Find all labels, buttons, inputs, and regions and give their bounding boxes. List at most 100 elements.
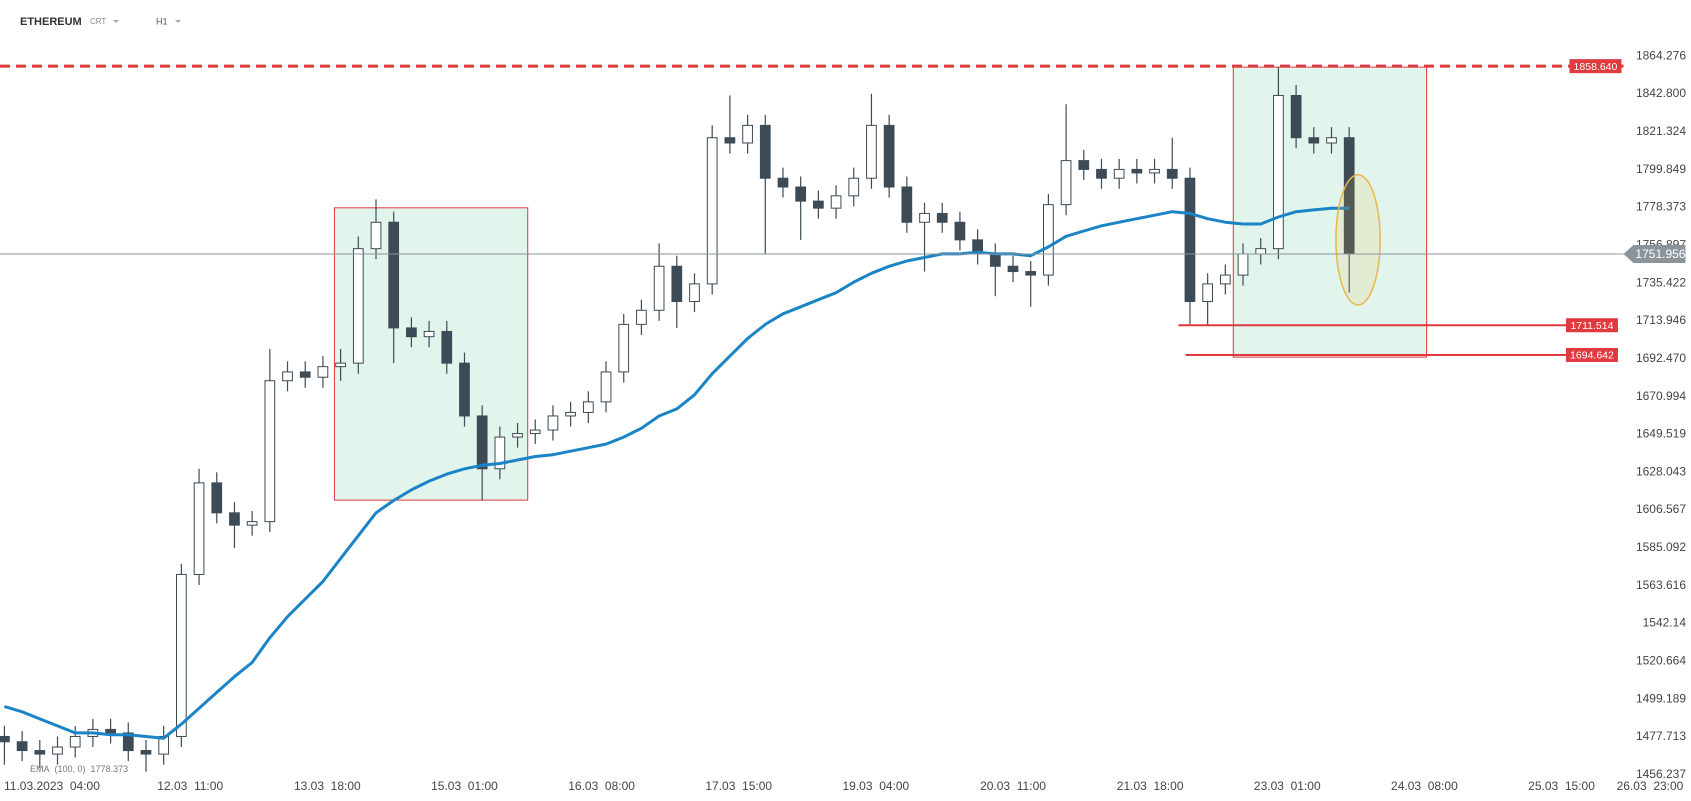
candle-body bbox=[476, 415, 488, 470]
candle-body bbox=[211, 482, 223, 514]
candle-body bbox=[1113, 168, 1125, 179]
candle-body bbox=[1096, 168, 1107, 179]
candle-body bbox=[140, 750, 152, 755]
level-tag-label: 1858.640 bbox=[1574, 61, 1618, 73]
candle-body bbox=[777, 177, 789, 188]
y-tick-label: 1864.276 bbox=[1636, 48, 1686, 62]
y-tick-label: 1456.237 bbox=[1636, 767, 1686, 781]
x-tick-label: 13.03 18:00 bbox=[294, 779, 361, 793]
candle-body bbox=[866, 124, 877, 179]
y-tick-label: 1735.422 bbox=[1636, 275, 1686, 289]
level-tag bbox=[1565, 347, 1618, 362]
candle-body bbox=[459, 362, 470, 417]
candle-body bbox=[742, 124, 753, 144]
ema-legend: EMA (100, 0) 1778.373 bbox=[30, 764, 128, 774]
candle-body bbox=[1237, 253, 1249, 276]
legend-value: 1778.373 bbox=[91, 764, 129, 774]
candle-body bbox=[848, 177, 860, 197]
candle-body bbox=[229, 512, 240, 526]
candle-body bbox=[954, 221, 966, 241]
interval-caret[interactable] bbox=[175, 20, 181, 23]
candle-body bbox=[830, 195, 842, 209]
y-tick-label: 1563.616 bbox=[1636, 578, 1686, 592]
market[interactable]: CRT bbox=[90, 17, 106, 26]
candle-body bbox=[600, 371, 612, 403]
candle-body bbox=[176, 573, 187, 737]
candle-body bbox=[689, 283, 700, 302]
x-tick-label: 25.03 15:00 bbox=[1528, 779, 1595, 793]
candle-body bbox=[52, 746, 63, 755]
candle-body bbox=[352, 248, 364, 364]
candle-body bbox=[936, 212, 948, 223]
candle-body bbox=[883, 124, 895, 188]
candle-body bbox=[423, 330, 435, 338]
candle-body bbox=[34, 750, 46, 755]
candle-body bbox=[759, 124, 771, 179]
candle-body bbox=[618, 323, 630, 373]
symbol[interactable]: ETHEREUM bbox=[20, 16, 82, 28]
candle-body bbox=[989, 253, 1001, 267]
x-tick-label: 11.03.2023 04:00 bbox=[4, 779, 100, 793]
candle-body bbox=[69, 735, 81, 748]
candle-body bbox=[653, 265, 665, 311]
y-tick-label: 1692.470 bbox=[1636, 351, 1686, 365]
x-tick-label: 21.03 18:00 bbox=[1117, 779, 1184, 793]
candle-body bbox=[901, 186, 913, 223]
candle-body bbox=[671, 265, 683, 302]
y-tick-label: 1628.043 bbox=[1636, 464, 1686, 478]
candle-body bbox=[565, 411, 577, 417]
x-tick-label: 12.03 11:00 bbox=[157, 779, 223, 793]
candle-body bbox=[1184, 177, 1196, 302]
y-tick-label: 1821.324 bbox=[1636, 124, 1686, 138]
candle-body bbox=[441, 330, 453, 364]
candle-body bbox=[1273, 94, 1284, 250]
candle-body bbox=[122, 732, 134, 752]
candle-body bbox=[582, 401, 594, 413]
legend-name: EMA bbox=[30, 764, 50, 774]
candle-body bbox=[1290, 94, 1302, 139]
x-tick-label: 15.03 01:00 bbox=[431, 779, 498, 793]
x-tick-label: 24.03 08:00 bbox=[1391, 779, 1458, 793]
candle-body bbox=[406, 327, 417, 338]
level-tag bbox=[1565, 318, 1618, 333]
candle-body bbox=[1078, 160, 1090, 170]
candle-body bbox=[1007, 265, 1019, 273]
y-tick-label: 1520.664 bbox=[1636, 654, 1686, 668]
candle-body bbox=[370, 221, 382, 250]
x-tick-label: 23.03 01:00 bbox=[1254, 779, 1321, 793]
candle-body bbox=[335, 362, 346, 368]
y-tick-label: 1542.14 bbox=[1643, 616, 1687, 630]
x-tick-label: 20.03 11:00 bbox=[980, 779, 1046, 793]
interval[interactable]: H1 bbox=[156, 16, 168, 26]
candle-body bbox=[299, 371, 311, 378]
candle-body bbox=[494, 436, 506, 470]
y-tick-label: 1670.994 bbox=[1636, 389, 1686, 403]
x-tick-label: 26.03 23:00 bbox=[1617, 779, 1684, 793]
candle-body bbox=[706, 137, 718, 285]
candle-body bbox=[1149, 168, 1160, 174]
candle-body bbox=[264, 380, 276, 523]
highlight-ellipse bbox=[1335, 173, 1381, 306]
candle-body bbox=[193, 482, 205, 575]
candle-body bbox=[529, 429, 541, 435]
y-tick-label: 1799.849 bbox=[1636, 162, 1686, 176]
candle-body bbox=[1326, 137, 1337, 144]
candle-body bbox=[724, 137, 736, 144]
candle-body bbox=[1060, 160, 1072, 206]
candle-body bbox=[512, 433, 523, 438]
zone bbox=[1232, 66, 1428, 358]
market-caret[interactable] bbox=[113, 20, 119, 23]
candle-body bbox=[282, 371, 293, 382]
y-tick-label: 1606.567 bbox=[1636, 502, 1686, 516]
candle-body bbox=[636, 309, 647, 325]
level-tag-label: 1694.642 bbox=[1570, 350, 1614, 362]
candle-body bbox=[1166, 168, 1178, 179]
candle-body bbox=[105, 728, 116, 734]
candle-body bbox=[812, 200, 824, 209]
y-tick-label: 1713.946 bbox=[1636, 313, 1686, 327]
x-tick-label: 17.03 15:00 bbox=[705, 779, 772, 793]
candle-body bbox=[246, 521, 258, 526]
candle-body bbox=[1255, 248, 1267, 255]
candle-body bbox=[547, 415, 559, 431]
